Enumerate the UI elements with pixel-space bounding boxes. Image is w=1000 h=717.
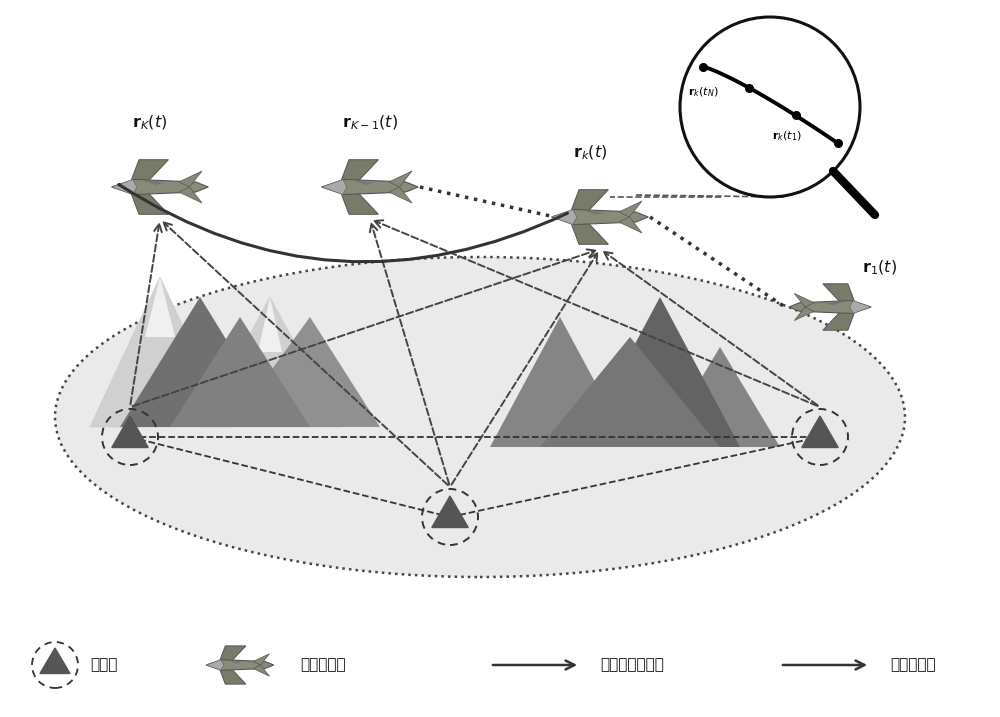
Polygon shape (112, 179, 137, 194)
Polygon shape (619, 201, 642, 217)
Polygon shape (794, 293, 814, 307)
Polygon shape (660, 347, 780, 447)
Polygon shape (823, 284, 855, 303)
FancyArrowPatch shape (119, 184, 567, 262)
Ellipse shape (55, 257, 905, 577)
Polygon shape (143, 180, 164, 185)
Polygon shape (823, 311, 855, 331)
Polygon shape (112, 416, 148, 447)
Polygon shape (552, 209, 577, 224)
Polygon shape (789, 300, 871, 313)
Polygon shape (228, 660, 243, 663)
Polygon shape (120, 297, 280, 427)
Polygon shape (580, 297, 740, 447)
Polygon shape (794, 307, 814, 320)
Text: $\mathbf{r}_k(t_N)$: $\mathbf{r}_k(t_N)$ (688, 85, 719, 99)
Polygon shape (571, 222, 608, 244)
Polygon shape (179, 171, 202, 187)
Polygon shape (131, 160, 168, 182)
Polygon shape (389, 187, 412, 203)
Polygon shape (90, 277, 230, 427)
Polygon shape (219, 646, 246, 662)
Text: $\mathbf{r}_k(t)$: $\mathbf{r}_k(t)$ (573, 143, 607, 162)
Polygon shape (341, 192, 378, 214)
Text: 无人机移动路径: 无人机移动路径 (600, 657, 664, 673)
Polygon shape (200, 297, 340, 427)
Polygon shape (826, 301, 844, 305)
Polygon shape (40, 648, 70, 673)
Polygon shape (112, 179, 208, 194)
Polygon shape (341, 160, 378, 182)
Text: $\mathbf{r}_k(t_1)$: $\mathbf{r}_k(t_1)$ (772, 129, 802, 143)
Polygon shape (131, 192, 168, 214)
Polygon shape (230, 317, 380, 427)
Text: 辐射源: 辐射源 (90, 657, 117, 673)
Polygon shape (322, 179, 347, 194)
Polygon shape (552, 209, 648, 224)
Text: $\mathbf{r}_K(t)$: $\mathbf{r}_K(t)$ (132, 113, 168, 132)
Polygon shape (571, 190, 608, 212)
Polygon shape (619, 217, 642, 233)
Polygon shape (802, 416, 838, 447)
Circle shape (680, 17, 860, 197)
Polygon shape (206, 660, 224, 670)
Polygon shape (389, 171, 412, 187)
Polygon shape (322, 179, 418, 194)
Polygon shape (258, 297, 282, 352)
Polygon shape (850, 300, 871, 313)
Polygon shape (253, 665, 269, 676)
Polygon shape (353, 180, 374, 185)
Polygon shape (583, 210, 604, 215)
Text: 辐射源信号: 辐射源信号 (890, 657, 936, 673)
Text: $\mathbf{r}_{K-1}(t)$: $\mathbf{r}_{K-1}(t)$ (342, 113, 398, 132)
Polygon shape (253, 654, 269, 665)
Polygon shape (219, 668, 246, 684)
Polygon shape (179, 187, 202, 203)
Polygon shape (540, 337, 720, 447)
Text: 高速无人机: 高速无人机 (300, 657, 346, 673)
Text: $\mathbf{r}_1(t)$: $\mathbf{r}_1(t)$ (862, 259, 898, 277)
Polygon shape (145, 277, 175, 337)
Polygon shape (170, 317, 310, 427)
Polygon shape (206, 660, 274, 670)
Polygon shape (432, 496, 468, 528)
Polygon shape (490, 317, 630, 447)
